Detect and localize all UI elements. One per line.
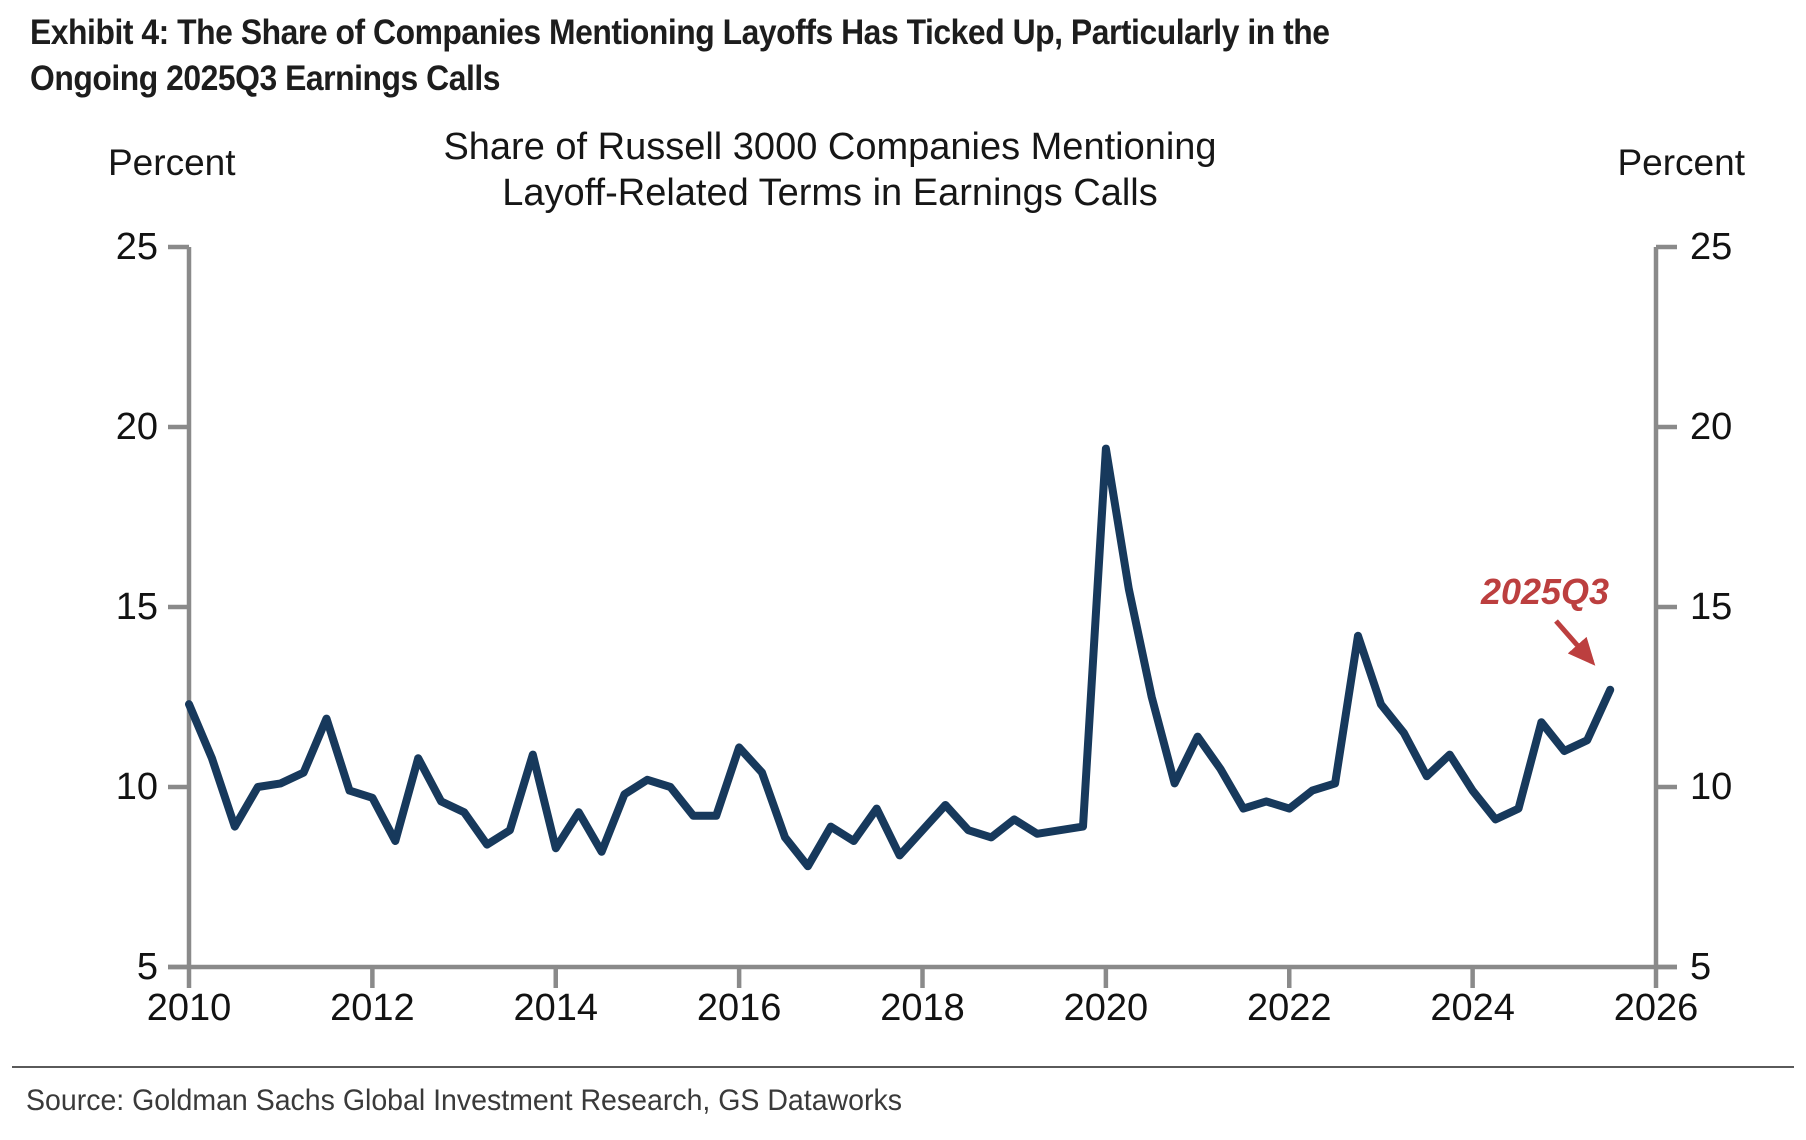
x-tick-label-2024: 2024 xyxy=(1430,987,1515,1029)
chart-title-line2: Layoff-Related Terms in Earnings Calls xyxy=(502,172,1158,214)
y-tick-label-left-5: 5 xyxy=(136,946,158,988)
x-tick-label-2014: 2014 xyxy=(513,987,599,1029)
x-tick-label-2018: 2018 xyxy=(880,987,965,1029)
y-tick-label-left-25: 25 xyxy=(115,226,158,268)
x-tick-label-2016: 2016 xyxy=(696,987,782,1029)
exhibit-title-line1: Exhibit 4: The Share of Companies Mentio… xyxy=(30,13,1330,52)
chart-axes xyxy=(168,244,1677,988)
y-tick-label-left-20: 20 xyxy=(115,406,158,448)
annotation-2025q3-label: 2025Q3 xyxy=(1480,571,1610,612)
y-tick-label-right-20: 20 xyxy=(1690,406,1733,448)
annotation-arrow xyxy=(1554,619,1596,666)
y-tick-label-right-5: 5 xyxy=(1690,946,1712,988)
layoff-mentions-line xyxy=(185,444,1615,871)
chart-title-line1: Share of Russell 3000 Companies Mentioni… xyxy=(443,126,1217,168)
x-tick-label-2026: 2026 xyxy=(1613,987,1699,1029)
data-series xyxy=(185,444,1615,871)
right-axis-unit-label: Percent xyxy=(1617,142,1745,183)
y-tick-label-left-10: 10 xyxy=(115,766,158,808)
source-text: Source: Goldman Sachs Global Investment … xyxy=(26,1084,902,1117)
source-divider-line xyxy=(12,1066,1794,1068)
exhibit-title-line2: Ongoing 2025Q3 Earnings Calls xyxy=(30,59,501,98)
exhibit-title: Exhibit 4: The Share of Companies Mentio… xyxy=(30,10,1330,102)
x-tick-label-2012: 2012 xyxy=(330,987,415,1029)
x-tick-label-2010: 2010 xyxy=(146,987,232,1029)
x-tick-label-2020: 2020 xyxy=(1063,987,1149,1029)
y-tick-label-right-10: 10 xyxy=(1690,766,1733,808)
y-tick-label-right-25: 25 xyxy=(1690,226,1733,268)
x-tick-label-2022: 2022 xyxy=(1246,987,1332,1029)
y-tick-label-right-15: 15 xyxy=(1690,586,1733,628)
left-axis-unit-label: Percent xyxy=(108,142,236,183)
y-tick-label-left-15: 15 xyxy=(115,586,158,628)
annotation-arrow-line xyxy=(1554,619,1596,666)
